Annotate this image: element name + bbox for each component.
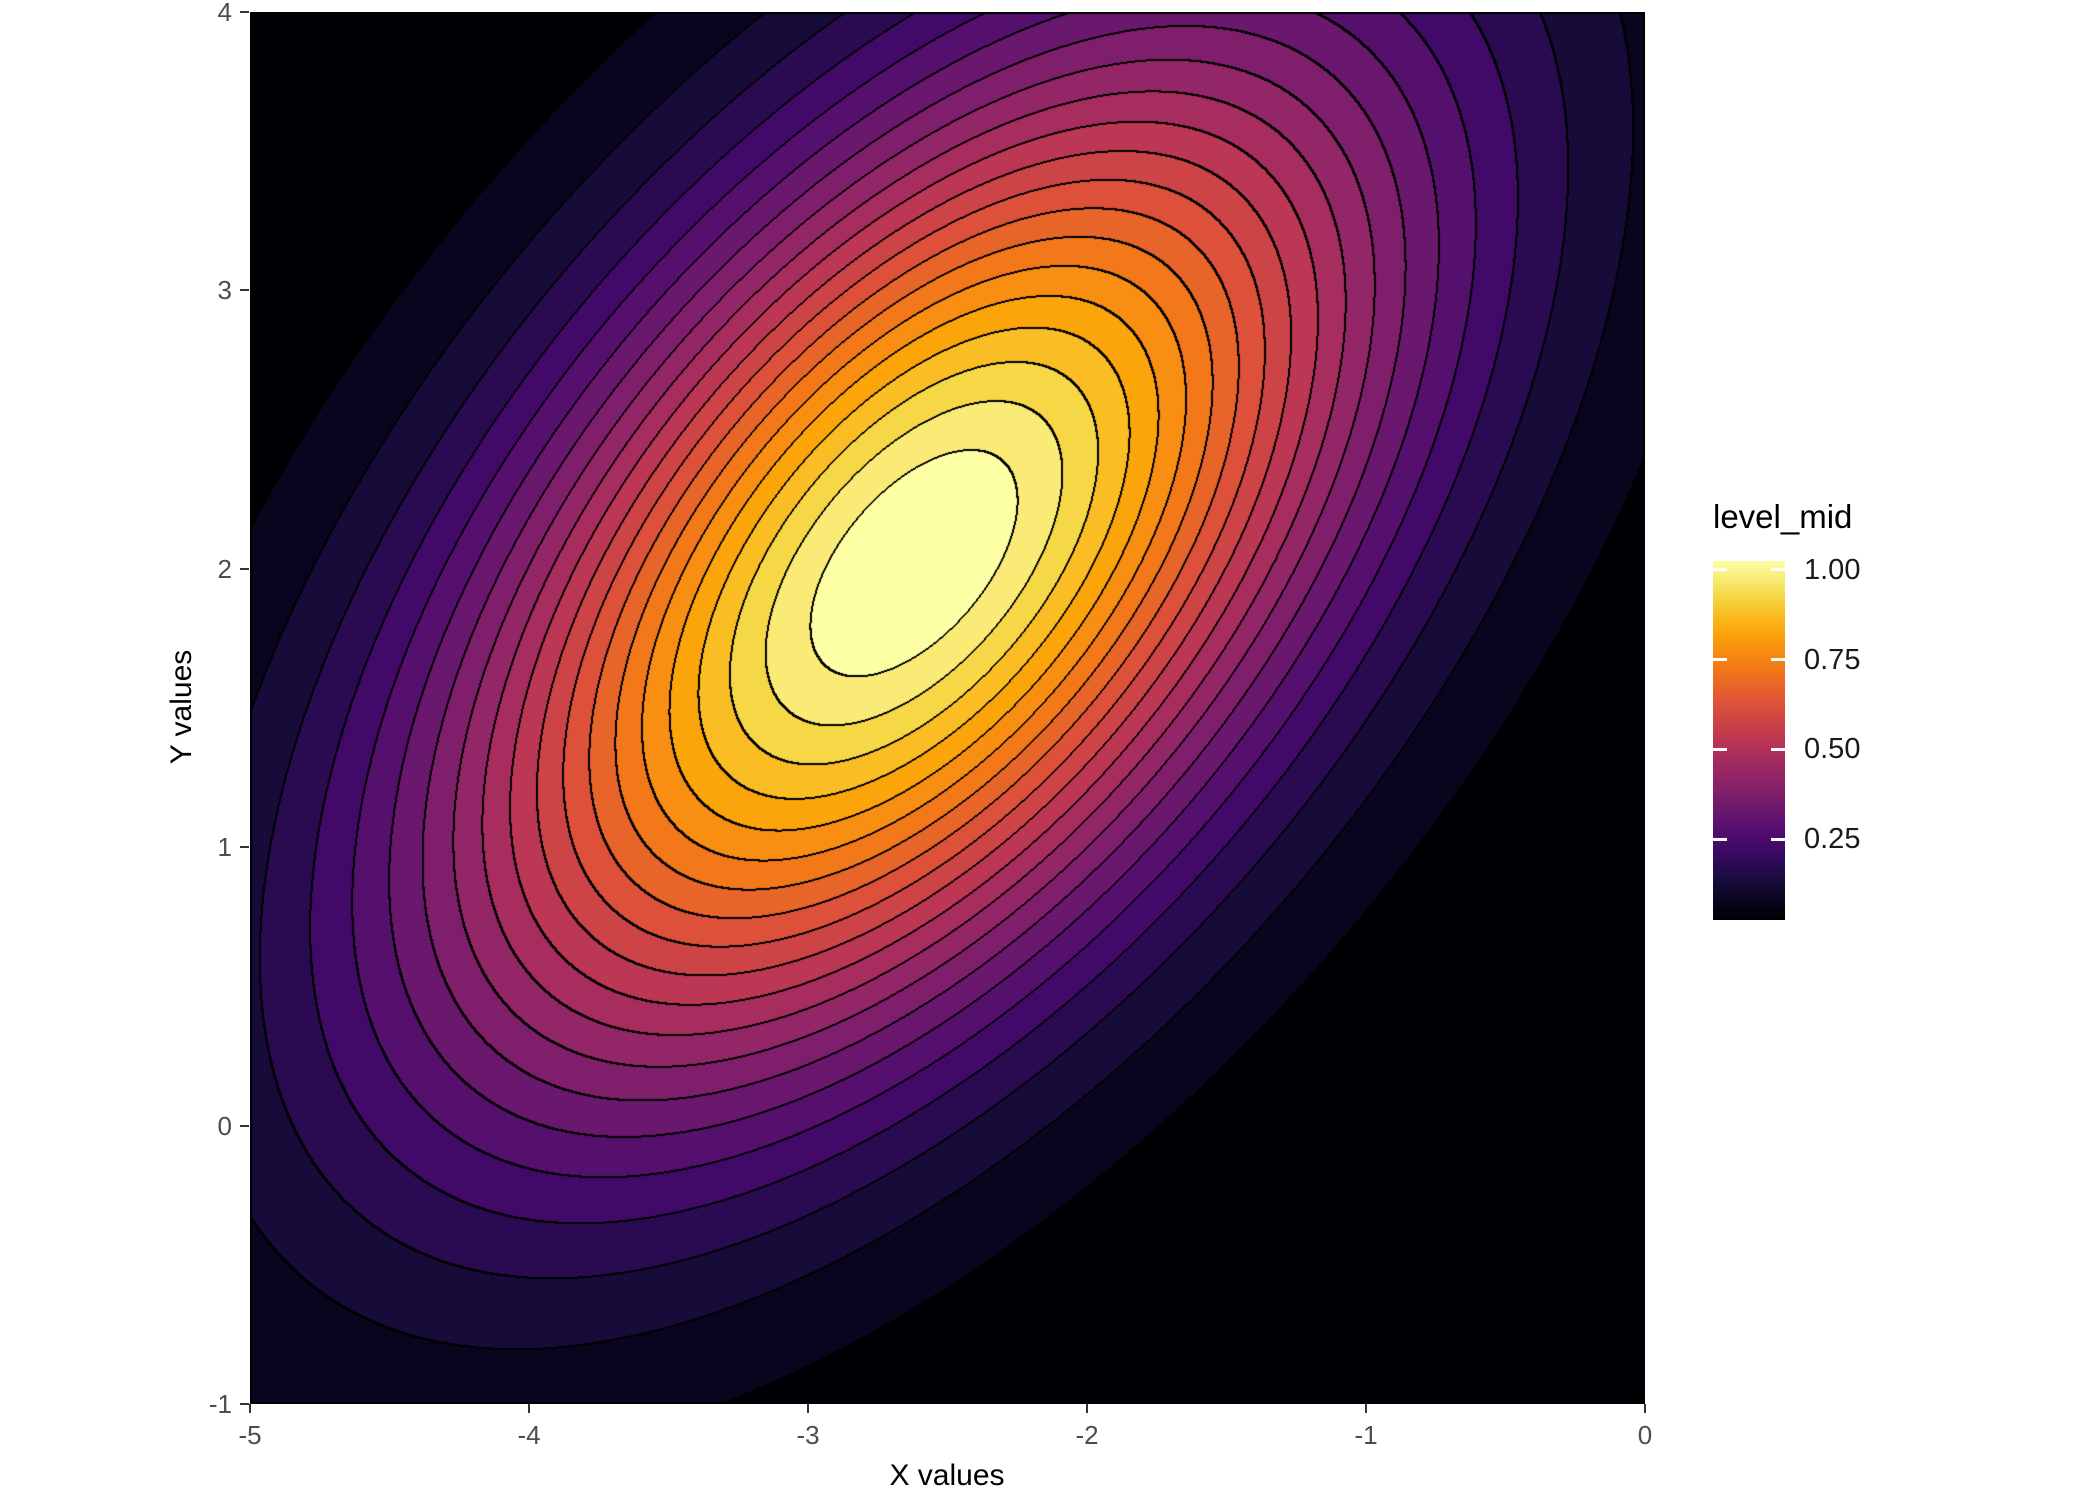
y-tick-mark <box>240 1124 249 1127</box>
x-tick-label: 0 <box>1637 1420 1653 1450</box>
y-axis-title: Y values <box>165 649 198 765</box>
y-tick-label: 3 <box>217 275 232 306</box>
x-tick-label: -3 <box>796 1420 820 1450</box>
y-tick-mark <box>240 567 249 570</box>
legend-tick-right <box>1771 568 1785 572</box>
y-tick-mark <box>240 289 249 292</box>
legend-tick-left <box>1713 837 1727 841</box>
legend-tick-right <box>1771 837 1785 841</box>
x-tick-label: -2 <box>1075 1420 1099 1450</box>
x-axis-title: X values <box>889 1459 1005 1492</box>
legend-label: 0.25 <box>1804 823 1861 856</box>
x-tick-mark <box>1644 1404 1646 1413</box>
y-tick-label: 1 <box>217 832 232 863</box>
contour-panel <box>250 12 1645 1404</box>
x-tick-mark <box>528 1404 530 1413</box>
y-tick-label: 2 <box>217 553 232 584</box>
y-tick-label: 4 <box>217 0 232 27</box>
y-tick-label: -1 <box>208 1389 232 1419</box>
x-tick-mark <box>249 1404 251 1413</box>
y-tick-mark <box>240 1403 249 1405</box>
legend-colorbar <box>1713 561 1785 920</box>
legend-tick-right <box>1771 658 1785 662</box>
legend-tick-left <box>1713 568 1727 572</box>
y-tick-label: 0 <box>217 1110 232 1141</box>
y-tick-mark <box>240 846 249 849</box>
x-tick-label: -5 <box>238 1420 262 1450</box>
x-tick-mark <box>807 1404 809 1413</box>
legend-label: 1.00 <box>1804 553 1861 586</box>
y-tick-mark <box>240 11 249 13</box>
x-tick-mark <box>1086 1404 1088 1413</box>
legend-title: level_mid <box>1713 498 1853 535</box>
legend-label: 0.50 <box>1804 733 1861 766</box>
legend-label: 0.75 <box>1804 643 1861 676</box>
legend-tick-left <box>1713 747 1727 751</box>
x-tick-label: -1 <box>1354 1420 1378 1450</box>
x-tick-label: -4 <box>517 1420 541 1450</box>
legend-tick-right <box>1771 747 1785 751</box>
x-tick-mark <box>1365 1404 1367 1413</box>
legend-tick-left <box>1713 658 1727 662</box>
